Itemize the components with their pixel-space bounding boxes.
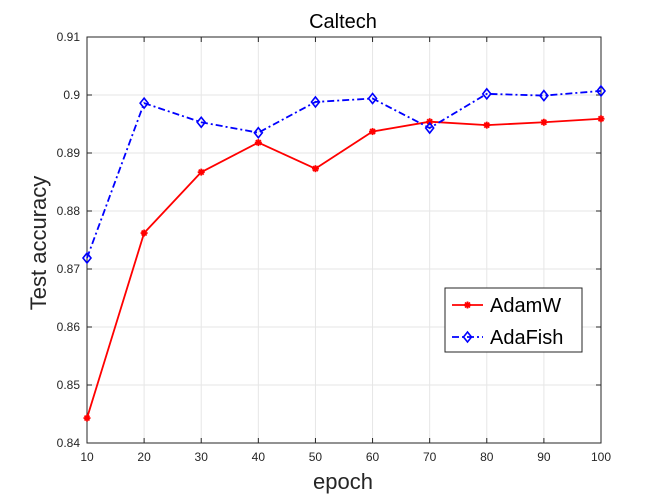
series-adafish — [81, 84, 607, 265]
legend-label-adafish: AdaFish — [490, 327, 563, 349]
x-tick-label: 80 — [480, 450, 494, 464]
data-point-adamw — [597, 115, 605, 123]
x-axis-title: epoch — [313, 469, 373, 494]
data-point-adafish — [196, 115, 207, 129]
grid — [87, 37, 601, 443]
data-point-adafish — [81, 251, 93, 265]
data-point-adamw — [83, 414, 91, 422]
legend-marker-symbol — [462, 330, 473, 344]
data-point-adafish — [253, 126, 264, 139]
data-point-adafish — [538, 89, 549, 102]
data-point-adamw — [311, 165, 319, 173]
series-adamw — [83, 115, 605, 422]
y-tick-label: 0.87 — [57, 262, 81, 276]
data-point-adafish — [424, 121, 435, 135]
series-line-adamw — [86, 117, 602, 419]
legend-entry-adafish: AdaFish — [452, 327, 563, 349]
data-point-adamw — [254, 139, 262, 147]
x-tick-label: 90 — [537, 450, 551, 464]
y-tick-label: 0.9 — [63, 88, 80, 102]
y-tick-label: 0.85 — [57, 378, 81, 392]
y-tick-label: 0.86 — [57, 320, 81, 334]
data-point-adamw — [369, 128, 377, 136]
chart-title: Caltech — [309, 11, 377, 33]
x-tick-label: 30 — [195, 450, 209, 464]
data-point-adafish — [139, 96, 150, 110]
data-point-adafish — [310, 95, 321, 109]
x-tick-label: 50 — [309, 450, 323, 464]
y-tick-label: 0.84 — [57, 436, 81, 450]
legend-marker-adamw — [464, 301, 471, 309]
series-layer — [81, 84, 607, 422]
plot-frame — [86, 36, 602, 444]
data-point-adamw — [426, 118, 434, 126]
legend-marker-adafish — [462, 330, 473, 344]
y-axis-title: Test accuracy — [26, 176, 51, 311]
x-tick-label: 70 — [423, 450, 437, 464]
legend-marker-symbol — [464, 301, 471, 309]
x-tick-label: 20 — [137, 450, 151, 464]
series-line-adafish — [86, 90, 602, 259]
x-tick-label: 40 — [252, 450, 266, 464]
x-tick-label: 10 — [80, 450, 94, 464]
x-tick-label: 60 — [366, 450, 380, 464]
legend: AdamW AdaFish — [444, 287, 583, 353]
y-tick-label: 0.88 — [57, 204, 81, 218]
data-point-adafish — [367, 92, 378, 105]
x-tick-label: 100 — [591, 450, 611, 464]
data-point-adafish — [595, 84, 607, 98]
data-point-adamw — [483, 121, 491, 129]
y-tick-label: 0.89 — [57, 146, 81, 160]
axis-ticks: 10 20 30 40 50 60 70 80 90 100 0.84 0.85 0.86 0.87 0.8… — [57, 30, 612, 464]
data-point-adamw — [197, 168, 205, 176]
data-point-adamw — [140, 229, 148, 237]
data-point-adafish — [481, 87, 492, 101]
legend-label-adamw: AdamW — [490, 295, 561, 317]
data-point-adamw — [540, 118, 548, 126]
y-tick-label: 0.91 — [57, 30, 81, 44]
legend-entry-adamw: AdamW — [452, 295, 561, 317]
